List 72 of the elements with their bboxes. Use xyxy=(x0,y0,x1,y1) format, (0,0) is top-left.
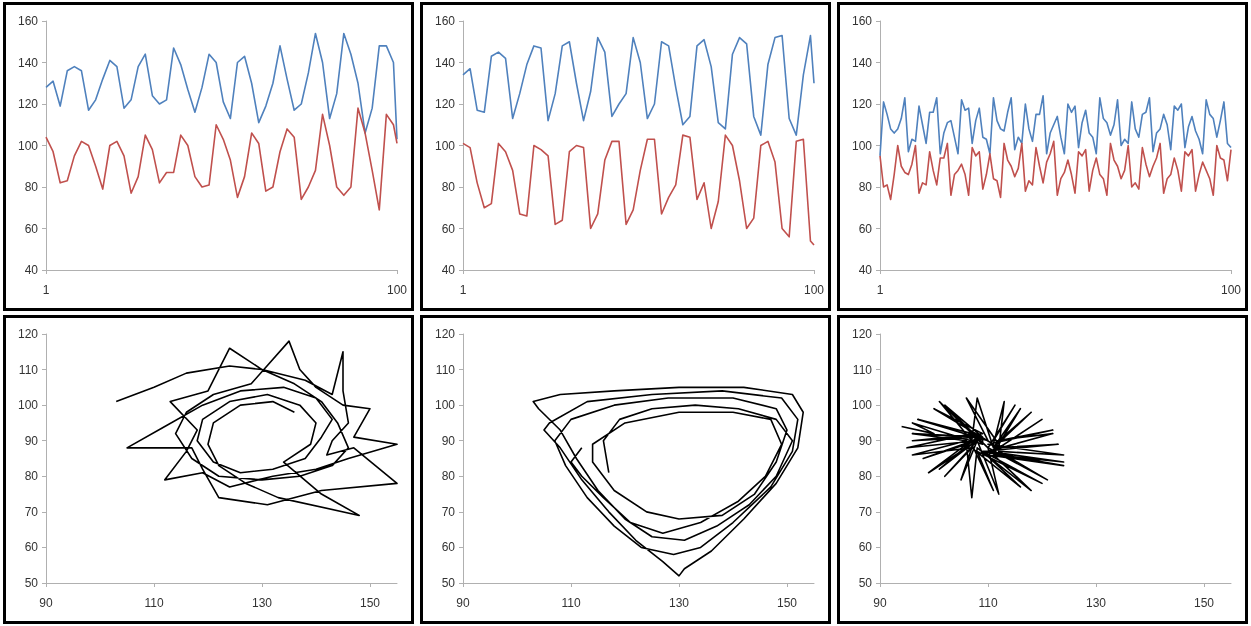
y-tick-label: 90 xyxy=(441,433,456,448)
y-tick-label: 160 xyxy=(17,14,39,28)
y-tick-label: 160 xyxy=(434,14,456,28)
x-tick-label: 110 xyxy=(978,596,998,610)
y-tick-label: 50 xyxy=(858,576,873,590)
y-tick-label: 70 xyxy=(24,504,39,519)
y-tick-label: 80 xyxy=(858,180,873,194)
y-tick-label: 80 xyxy=(441,469,456,484)
y-tick-label: 100 xyxy=(17,138,39,153)
y-tick-label: 100 xyxy=(17,398,39,413)
line-series xyxy=(900,397,1065,499)
y-tick-label: 70 xyxy=(858,504,873,519)
line-series xyxy=(879,140,1232,201)
y-tick-label: 120 xyxy=(17,327,39,341)
y-tick-label: 80 xyxy=(24,469,39,484)
y-tick-label: 60 xyxy=(858,540,873,555)
y-tick-label: 110 xyxy=(18,362,39,377)
x-tick-label: 100 xyxy=(803,283,825,297)
y-tick-label: 140 xyxy=(17,55,39,70)
line-series xyxy=(45,107,398,211)
y-tick-label: 140 xyxy=(851,55,873,70)
y-tick-label: 140 xyxy=(434,55,456,70)
x-tick-label: 90 xyxy=(39,596,53,610)
x-tick-label: 1 xyxy=(876,283,884,297)
y-tick-label: 120 xyxy=(851,327,873,341)
y-tick-label: 110 xyxy=(435,362,456,377)
y-tick-label: 50 xyxy=(24,576,39,590)
x-tick-label: 100 xyxy=(1220,283,1242,297)
x-tick-label: 130 xyxy=(1085,596,1107,610)
x-tick-label: 90 xyxy=(873,596,887,610)
x-tick-label: 1 xyxy=(459,283,467,297)
y-tick-label: 100 xyxy=(851,398,873,413)
y-tick-label: 80 xyxy=(858,469,873,484)
y-tick-label: 90 xyxy=(858,433,873,448)
y-tick-label: 100 xyxy=(434,398,456,413)
y-tick-label: 110 xyxy=(852,362,873,377)
x-tick-label: 1 xyxy=(42,283,50,297)
line-series xyxy=(879,94,1232,157)
line-series xyxy=(532,386,804,577)
x-tick-label: 90 xyxy=(456,596,470,610)
y-tick-label: 40 xyxy=(441,263,456,277)
x-tick-label: 110 xyxy=(144,596,164,610)
x-tick-label: 110 xyxy=(561,596,581,610)
y-tick-label: 60 xyxy=(24,221,39,236)
line-series xyxy=(462,34,815,136)
x-tick-label: 150 xyxy=(1193,596,1215,610)
y-tick-label: 60 xyxy=(441,221,456,236)
line-series xyxy=(462,134,815,246)
y-tick-label: 160 xyxy=(851,14,873,28)
y-tick-label: 90 xyxy=(24,433,39,448)
y-tick-label: 80 xyxy=(441,180,456,194)
y-tick-label: 60 xyxy=(858,221,873,236)
y-tick-label: 100 xyxy=(434,138,456,153)
x-tick-label: 130 xyxy=(251,596,273,610)
line-series xyxy=(45,32,398,141)
y-tick-label: 40 xyxy=(24,263,39,277)
y-tick-label: 40 xyxy=(858,263,873,277)
y-tick-label: 120 xyxy=(17,97,39,111)
x-tick-label: 100 xyxy=(386,283,408,297)
y-tick-label: 70 xyxy=(441,504,456,519)
y-tick-label: 50 xyxy=(441,576,456,590)
y-tick-label: 100 xyxy=(851,138,873,153)
y-tick-label: 60 xyxy=(441,540,456,555)
y-tick-label: 120 xyxy=(851,97,873,111)
y-tick-label: 120 xyxy=(434,97,456,111)
x-tick-label: 150 xyxy=(776,596,798,610)
x-tick-label: 130 xyxy=(668,596,690,610)
line-series xyxy=(115,340,398,517)
y-tick-label: 120 xyxy=(434,327,456,341)
x-tick-label: 150 xyxy=(359,596,381,610)
y-tick-label: 60 xyxy=(24,540,39,555)
y-tick-label: 80 xyxy=(24,180,39,194)
